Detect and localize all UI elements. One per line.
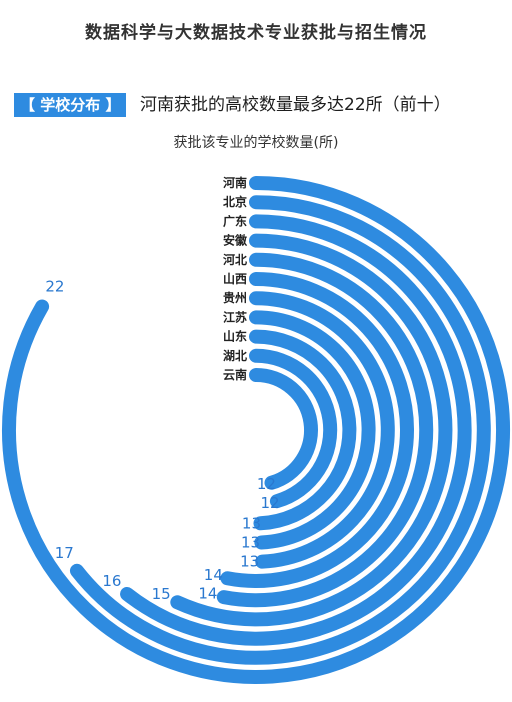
headline: 河南获批的高校数量最多达22所（前十）: [140, 95, 451, 115]
category-label-7: 江苏: [223, 309, 247, 324]
value-label-8: 13: [242, 514, 261, 532]
arc-5: [220, 272, 414, 588]
category-label-4: 河北: [222, 252, 247, 267]
category-label-10: 云南: [223, 367, 247, 382]
value-label-3: 15: [152, 585, 171, 603]
category-label-3: 安徽: [223, 233, 248, 248]
arc-3: [170, 233, 453, 627]
chart-subtitle: 获批该专业的学校数量(所): [173, 135, 339, 151]
value-label-10: 12: [257, 475, 276, 493]
value-label-0: 22: [45, 278, 64, 296]
category-label-6: 贵州: [223, 290, 247, 305]
arc-0: [2, 176, 510, 684]
category-label-8: 山东: [223, 329, 247, 344]
page-title: 数据科学与大数据技术专业获批与招生情况: [85, 23, 427, 43]
arc-1: [69, 195, 491, 665]
category-label-0: 河南: [222, 175, 247, 190]
label-layer: 河南 22 北京 17 广东 16 安徽 15 河北 14 山西 14 贵州 13 江苏 13 山东 13 湖北 12…: [45, 175, 279, 603]
arc-9: [249, 348, 338, 509]
value-label-9: 12: [260, 494, 279, 512]
arc-7: [249, 310, 376, 550]
arc-10: [249, 368, 318, 490]
category-label-1: 北京: [223, 194, 247, 209]
category-label-2: 广东: [223, 213, 247, 228]
value-label-6: 13: [240, 553, 259, 571]
value-label-7: 13: [241, 533, 260, 551]
value-label-2: 16: [102, 572, 121, 590]
arc-layer: [2, 176, 510, 684]
arc-8: [249, 329, 357, 531]
section-tag: 【 学校分布 】: [14, 93, 127, 117]
arc-6: [249, 291, 395, 569]
arc-4: [216, 252, 434, 608]
category-label-5: 山西: [223, 271, 247, 286]
value-label-1: 17: [55, 544, 74, 562]
category-label-9: 湖北: [223, 348, 247, 363]
arc-2: [120, 214, 472, 646]
value-label-4: 14: [198, 584, 217, 602]
value-label-5: 14: [204, 566, 223, 584]
